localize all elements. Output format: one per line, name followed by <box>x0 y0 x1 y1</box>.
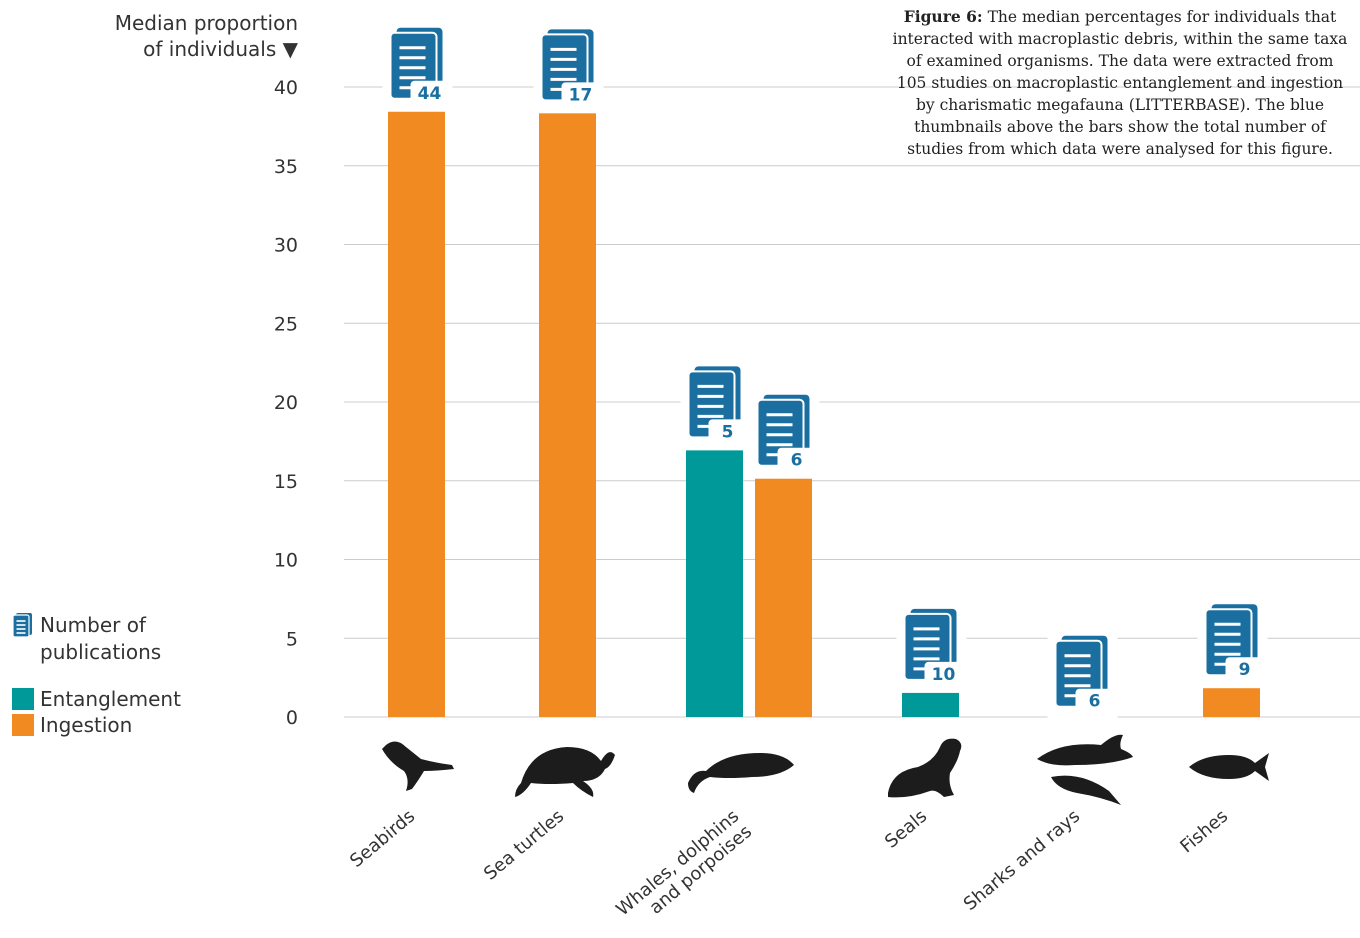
category-label: Fishes <box>1176 806 1232 858</box>
category-label: Sea turtles <box>480 806 568 885</box>
publication-count-label: 44 <box>418 84 442 104</box>
publication-count-label: 6 <box>791 451 803 471</box>
seal-icon <box>888 738 962 798</box>
y-axis-title-line-2: of individuals ▼ <box>143 37 298 61</box>
publication-count-label: 17 <box>569 85 593 105</box>
y-axis-title-line-1: Median proportion <box>114 11 298 35</box>
bar-entanglement <box>686 441 743 717</box>
caption-line-1: The median percentages for individuals t… <box>982 8 1337 26</box>
publication-count-badge: 10 <box>896 606 967 693</box>
publication-count-label: 5 <box>722 422 734 442</box>
caption-line-5: by charismatic megafauna (LITTERBASE). T… <box>916 96 1324 114</box>
category-labels: Seabirds Sea turtles Whales, dolphinsand p… <box>346 806 1232 936</box>
category-label: Seabirds <box>346 806 419 872</box>
publication-count-badge: 6 <box>749 392 820 479</box>
caption-line-7: studies from which data were analysed fo… <box>907 140 1333 158</box>
grid-lines: 0 5 10 15 20 25 30 35 40 <box>274 77 1360 729</box>
y-tick-label: 15 <box>274 471 298 493</box>
legend-label-entanglement: Entanglement <box>40 687 181 711</box>
legend-swatch-ingestion <box>12 714 34 736</box>
whale-icon <box>688 753 794 793</box>
publication-count-label: 6 <box>1089 692 1101 712</box>
y-tick-label: 35 <box>274 156 298 178</box>
y-tick-label: 30 <box>274 235 298 257</box>
publication-count-badge: 9 <box>1197 602 1268 689</box>
y-tick-label: 10 <box>274 550 298 572</box>
legend-swatch-entanglement <box>12 688 34 710</box>
category-label: Whales, dolphinsand porpoises <box>612 806 756 936</box>
caption-line-6: thumbnails above the bars show the total… <box>914 118 1326 136</box>
sea-turtle-icon <box>515 747 615 797</box>
caption-line-4: 105 studies on macroplastic entanglement… <box>896 74 1344 92</box>
publication-count-badge: 6 <box>1047 633 1118 720</box>
y-tick-label: 25 <box>274 313 298 335</box>
caption-line-2: interacted with macroplastic debris, wit… <box>892 30 1348 48</box>
y-tick-label: 0 <box>286 707 298 729</box>
shark-icon <box>1037 734 1133 805</box>
publication-count-badge: 17 <box>533 27 604 114</box>
fish-icon <box>1189 753 1269 781</box>
document-icon <box>12 613 32 638</box>
publication-badges: 44 17 5 6 10 6 9 <box>382 25 1268 720</box>
publication-count-label: 10 <box>932 665 956 685</box>
y-tick-label: 5 <box>286 628 298 650</box>
category-icons <box>382 734 1269 805</box>
legend-label-ingestion: Ingestion <box>40 713 133 737</box>
pelican-icon <box>382 741 454 791</box>
bar-ingestion <box>539 104 596 717</box>
y-axis-title: Median proportion of individuals ▼ <box>115 10 298 62</box>
caption-label: Figure 6: <box>903 7 983 26</box>
legend-publications-line-2: publications <box>40 640 162 664</box>
y-tick-label: 20 <box>274 392 298 414</box>
bar-ingestion <box>755 469 812 717</box>
publication-count-label: 9 <box>1239 660 1251 680</box>
figure-caption: Figure 6: The median percentages for ind… <box>800 6 1360 160</box>
category-label: Sharks and rays <box>960 806 1084 915</box>
bars <box>388 102 1260 717</box>
legend-publications-line-1: Number of <box>40 613 146 637</box>
category-label: Seals <box>881 806 931 853</box>
publication-count-badge: 5 <box>680 364 751 451</box>
bar-ingestion <box>388 102 445 717</box>
caption-line-3: of examined organisms. The data were ext… <box>906 52 1334 70</box>
publication-count-badge: 44 <box>382 25 453 112</box>
y-tick-label: 40 <box>274 77 298 99</box>
